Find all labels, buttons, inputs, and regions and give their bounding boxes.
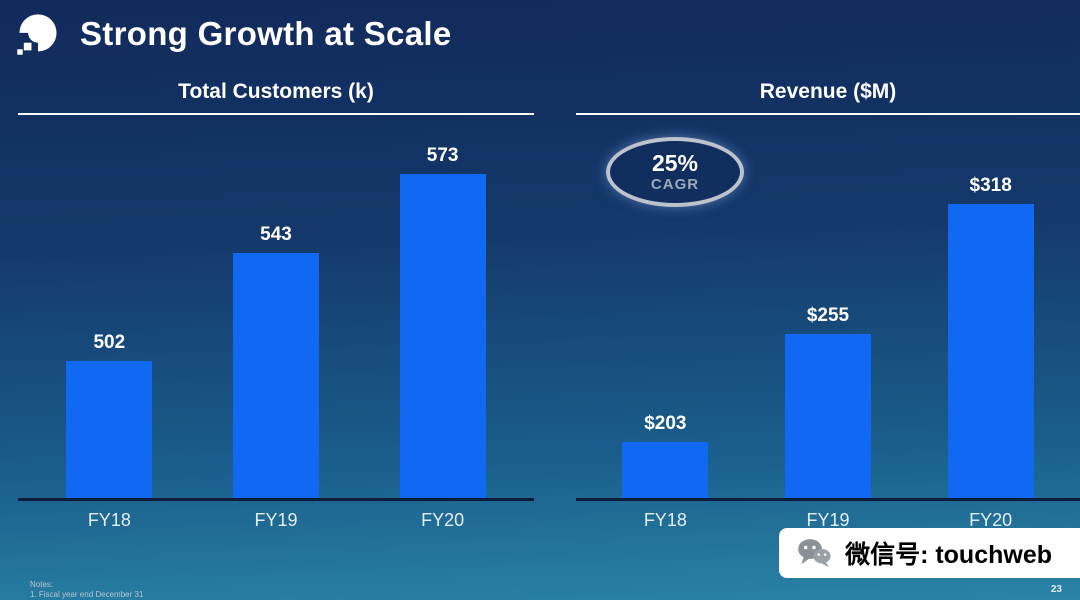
digitalocean-logo-icon [17,14,57,55]
watermark: 微信号: touchweb [779,528,1080,578]
bar [622,442,709,498]
bar-group: 502 [66,332,153,498]
header: Strong Growth at Scale [14,10,452,58]
x-axis-label: FY18 [87,510,131,530]
watermark-text: 微信号: touchweb [845,541,1052,569]
plot-area: 502 543 573 [18,119,534,501]
bar-value-label: 543 [260,224,292,245]
x-axis-label: FY20 [421,510,465,530]
x-axis: FY18 FY19 FY20 [576,510,1080,531]
x-axis-label: FY18 [643,510,687,530]
x-axis-label: FY19 [806,510,850,530]
bar-group: $203 [622,413,709,498]
bar-value-label: $203 [644,413,687,434]
bar-value-label: 573 [426,145,459,166]
x-axis-label: FY19 [254,510,298,530]
plot-area: 25% CAGR $203 $255 $318 [576,119,1080,501]
bar-group: 573 [399,145,486,498]
chart-title-revenue: Revenue ($M) [576,80,1080,115]
bar-value-label: $255 [806,305,850,326]
customers-chart: Total Customers (k) 502 543 573 FY18 FY19 FY… [18,80,534,531]
page-number: 23 [1050,584,1062,595]
page-title: Strong Growth at Scale [80,15,452,52]
bar [947,204,1034,498]
wechat-icon [798,539,831,568]
x-axis-label: FY20 [969,510,1013,530]
bar [232,253,319,498]
bar-group: $318 [947,175,1034,498]
cagr-label: CAGR [650,175,700,193]
cagr-badge: 25% CAGR [606,137,744,207]
bar [784,334,871,498]
bar [66,361,153,498]
x-axis: FY18 FY19 FY20 [18,510,534,531]
bar [399,174,486,498]
bar-group: $255 [784,305,871,498]
footnotes: Notes: 1. Fiscal year end December 31 [30,580,143,600]
bar-value-label: 502 [93,332,126,353]
notes-label: Notes: [30,580,54,589]
bar-group: 543 [232,224,319,498]
notes-line: 1. Fiscal year end December 31 [30,590,144,599]
bar-value-label: $318 [969,175,1012,196]
cagr-value: 25% [651,150,699,177]
revenue-chart: Revenue ($M) 25% CAGR $203 $255 $318 FY18 F… [576,80,1080,531]
chart-title-customers: Total Customers (k) [18,80,534,115]
